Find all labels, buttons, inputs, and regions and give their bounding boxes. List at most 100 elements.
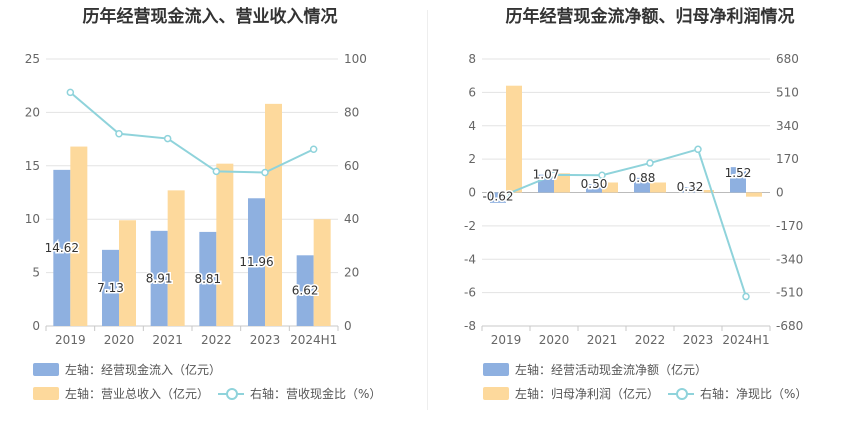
ratio-line xyxy=(505,148,747,297)
right-axis-tick-label: 100 xyxy=(344,52,367,66)
legend-label: 左轴：归母净利润（亿元） xyxy=(515,387,660,401)
bar-data-label: 11.96 xyxy=(239,255,273,269)
right-axis-tick-label: 0 xyxy=(344,319,352,333)
chart1-legend-item-inflow[interactable]: 左轴：经营现金流入（亿元） xyxy=(33,361,221,378)
x-axis-tick-label: 2019 xyxy=(55,333,86,347)
bar xyxy=(70,146,88,326)
ratio-point xyxy=(742,292,750,301)
bar xyxy=(634,177,650,193)
legend-label: 右轴：净现比（%） xyxy=(700,387,808,401)
bar-data-label: 7.13 xyxy=(97,281,124,295)
ratio-point xyxy=(309,145,318,153)
bar xyxy=(119,220,136,326)
x-axis-tick-label: 2023 xyxy=(683,333,714,347)
right-axis-tick-label: 60 xyxy=(344,159,359,173)
left-axis-tick-label: 8 xyxy=(468,52,476,66)
right-axis-tick-label: -680 xyxy=(776,319,803,333)
chart1-legend-item-ratio[interactable]: 右轴：营收现金比（%） xyxy=(218,385,381,402)
left-axis-tick-label: 6 xyxy=(468,85,476,99)
right-axis-tick-label: 20 xyxy=(344,266,359,280)
right-axis-tick-label: 170 xyxy=(776,152,799,166)
legend-swatch-orange xyxy=(33,387,59,400)
chart2-title: 历年经营现金流净额、归母净利润情况 xyxy=(505,7,795,27)
bar xyxy=(265,103,282,326)
x-axis-tick-label: 2020 xyxy=(539,333,570,347)
ratio-point xyxy=(115,130,123,138)
left-axis-tick-label: 25 xyxy=(25,52,40,66)
bar xyxy=(746,192,762,197)
bar-data-label: 0.50 xyxy=(581,177,608,191)
chart2-legend-item-netcash[interactable]: 左轴：经营活动现金流净额（亿元） xyxy=(483,361,707,378)
ratio-point xyxy=(163,134,172,143)
ratio-point xyxy=(66,88,75,97)
left-axis-tick-label: -4 xyxy=(464,252,476,266)
x-axis-tick-label: 2024H1 xyxy=(290,333,337,347)
bar-data-label: 14.62 xyxy=(45,241,79,255)
right-axis-tick-label: 80 xyxy=(344,105,359,119)
right-axis-tick-label: 40 xyxy=(344,212,359,226)
chart1-legend-item-revenue[interactable]: 左轴：营业总收入（亿元） xyxy=(33,385,209,402)
legend-swatch-orange xyxy=(483,387,509,400)
x-axis-tick-label: 2020 xyxy=(104,333,135,347)
bar xyxy=(53,169,71,326)
legend-label: 左轴：营业总收入（亿元） xyxy=(65,387,210,401)
left-axis-tick-label: 0 xyxy=(468,186,476,200)
legend-swatch-line xyxy=(668,387,694,400)
chart2-legend-item-profit[interactable]: 左轴：归母净利润（亿元） xyxy=(483,385,659,402)
x-axis-tick-label: 2021 xyxy=(587,333,618,347)
right-axis-tick-label: 510 xyxy=(776,85,799,99)
left-axis-tick-label: -6 xyxy=(464,286,476,300)
bar-data-label: 6.62 xyxy=(292,284,319,298)
chart1-title: 历年经营现金流入、营业收入情况 xyxy=(82,7,338,27)
ratio-point xyxy=(598,171,606,179)
ratio-point xyxy=(502,190,510,199)
bar xyxy=(296,255,314,326)
bar-data-label: 8.91 xyxy=(146,271,173,285)
bar xyxy=(506,85,522,193)
bar xyxy=(730,167,746,193)
bar xyxy=(150,230,168,326)
ratio-point xyxy=(694,145,702,154)
bar xyxy=(554,173,570,193)
bar xyxy=(698,189,714,193)
bar-data-label: 0.32 xyxy=(677,180,704,194)
left-axis-tick-label: -2 xyxy=(464,219,476,233)
right-axis-tick-label: -170 xyxy=(776,219,803,233)
right-axis-tick-label: 340 xyxy=(776,119,799,133)
right-axis-tick-label: 0 xyxy=(776,186,784,200)
bar-data-label: 1.52 xyxy=(725,166,752,180)
left-axis-tick-label: 5 xyxy=(32,266,40,280)
right-axis-tick-label: -510 xyxy=(776,286,803,300)
left-axis-tick-label: 15 xyxy=(25,159,40,173)
x-axis-tick-label: 2024H1 xyxy=(722,333,769,347)
bar xyxy=(167,190,185,326)
legend-swatch-line xyxy=(218,387,244,400)
left-axis-tick-label: -8 xyxy=(464,319,476,333)
legend-label: 左轴：经营活动现金流净额（亿元） xyxy=(515,363,708,377)
ratio-point xyxy=(646,159,654,167)
x-axis-tick-label: 2021 xyxy=(152,333,183,347)
chart2-legend-item-ratio[interactable]: 右轴：净现比（%） xyxy=(668,385,807,402)
x-axis-tick-label: 2022 xyxy=(635,333,666,347)
bar-data-label: -0.62 xyxy=(482,190,513,204)
bar xyxy=(586,184,602,193)
ratio-point xyxy=(212,167,221,176)
right-axis-tick-label: 680 xyxy=(776,52,799,66)
bar xyxy=(216,163,234,326)
bar-data-label: 0.88 xyxy=(629,171,656,185)
left-axis-tick-label: 2 xyxy=(468,152,476,166)
ratio-point xyxy=(550,171,558,179)
ratio-point xyxy=(261,168,269,177)
ratio-line xyxy=(69,91,315,174)
bar xyxy=(199,231,217,326)
bar xyxy=(102,249,119,326)
legend-label: 右轴：营收现金比（%） xyxy=(250,387,382,401)
bar-data-label: 1.07 xyxy=(533,168,560,182)
bar-data-label: 8.81 xyxy=(194,272,221,286)
right-axis-tick-label: -340 xyxy=(776,252,803,266)
legend-swatch-blue xyxy=(483,363,509,376)
left-axis-tick-label: 20 xyxy=(25,105,40,119)
left-axis-tick-label: 4 xyxy=(468,119,476,133)
